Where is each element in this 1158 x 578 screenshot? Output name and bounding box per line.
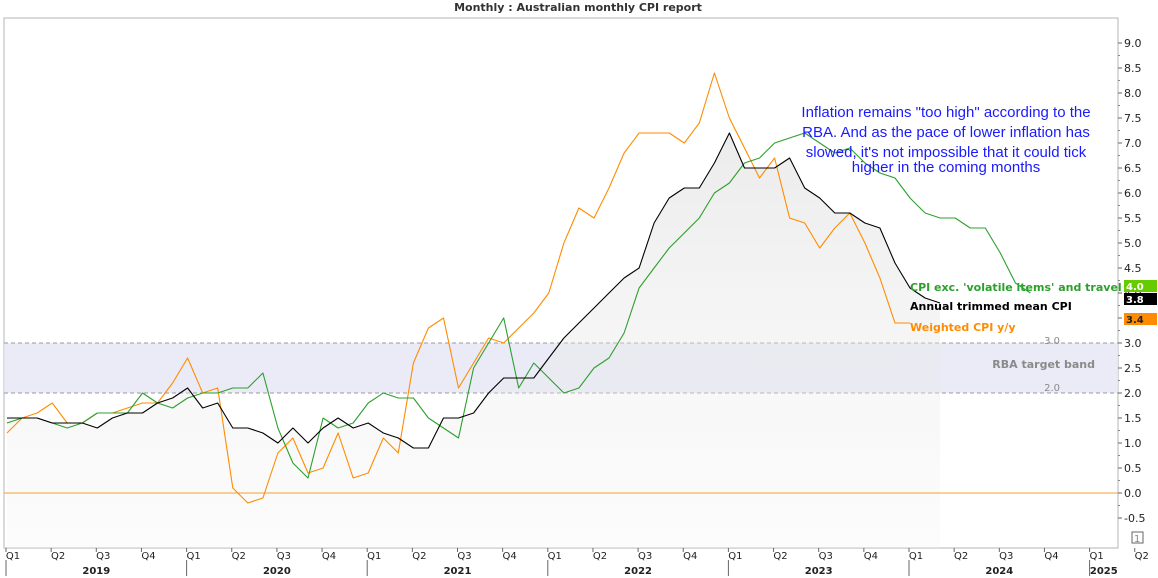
pane-number-text: 1 (1134, 534, 1140, 545)
x-quarter-label: Q2 (232, 551, 246, 562)
x-quarter-label: Q3 (457, 551, 471, 562)
x-quarter-label: Q3 (999, 551, 1013, 562)
x-quarter-label: Q1 (1089, 551, 1103, 562)
annotation-line-4: higher in the coming months (852, 159, 1040, 176)
x-quarter-label: Q2 (51, 551, 65, 562)
y-tick-label: 2.5 (1124, 362, 1142, 375)
y-tick-label: 5.5 (1124, 212, 1142, 225)
y-tick-label: -0.5 (1124, 512, 1145, 525)
value-badge-trimmed-mean (1124, 293, 1157, 305)
y-tick-label: 8.5 (1124, 62, 1142, 75)
y-tick-label: 0.0 (1124, 487, 1142, 500)
x-quarter-label: Q1 (367, 551, 381, 562)
x-quarter-label: Q1 (909, 551, 923, 562)
value-badge-cpi-ex-volatile-text: 4.0 (1126, 282, 1144, 293)
x-quarter-label: Q2 (593, 551, 607, 562)
y-tick-label: 6.0 (1124, 187, 1142, 200)
y-tick-label: 6.5 (1124, 162, 1142, 175)
y-tick-label: 0.5 (1124, 462, 1142, 475)
target-band-label: RBA target band (992, 358, 1095, 371)
target-band-high-label: 3.0 (1044, 336, 1060, 347)
y-tick-label: 2.0 (1124, 387, 1142, 400)
series-line-trimmed-mean (7, 132, 941, 449)
x-quarter-label: Q1 (728, 551, 742, 562)
x-year-label: 2025 (1090, 566, 1118, 577)
x-quarter-label: Q4 (141, 551, 155, 562)
target-band-low-label: 2.0 (1044, 383, 1060, 394)
series-label-cpi-ex-volatile: CPI exc. 'volatile items' and travel (910, 281, 1122, 294)
y-tick-label: 1.5 (1124, 412, 1142, 425)
x-quarter-label: Q3 (277, 551, 291, 562)
x-year-label: 2021 (444, 566, 472, 577)
x-quarter-label: Q4 (683, 551, 697, 562)
annotation-line-2: RBA. And as the pace of lower inflation … (802, 124, 1090, 141)
x-quarter-label: Q1 (6, 551, 20, 562)
series-line-cpi-ex-volatile (6, 132, 1031, 479)
x-year-label: 2024 (985, 566, 1013, 577)
y-tick-label: 4.5 (1124, 262, 1142, 275)
y-tick-label: 1.0 (1124, 437, 1142, 450)
y-tick-label: 7.5 (1124, 112, 1142, 125)
y-tick-label: 7.0 (1124, 137, 1142, 150)
x-quarter-label: Q2 (773, 551, 787, 562)
value-badge-weighted-cpi (1124, 313, 1157, 325)
y-tick-label: 9.0 (1124, 37, 1142, 50)
annotation-line-3: slowed, it's not impossible that it coul… (806, 144, 1087, 161)
x-quarter-label: Q2 (954, 551, 968, 562)
x-quarter-label: Q3 (638, 551, 652, 562)
series-label-weighted-cpi: Weighted CPI y/y (910, 321, 1016, 334)
x-quarter-label: Q4 (503, 551, 517, 562)
x-quarter-label: Q1 (548, 551, 562, 562)
x-quarter-label: Q3 (96, 551, 110, 562)
x-year-label: 2020 (263, 566, 291, 577)
chart-title: Monthly : Australian monthly CPI report (454, 1, 702, 14)
x-quarter-label: Q2 (412, 551, 426, 562)
annotation-line-1: Inflation remains "too high" according t… (801, 104, 1090, 121)
y-tick-label: 5.0 (1124, 237, 1142, 250)
trimmed-mean-area (7, 133, 941, 548)
x-quarter-label: Q4 (864, 551, 878, 562)
x-quarter-label: Q1 (186, 551, 200, 562)
x-year-label: 2022 (624, 566, 652, 577)
value-badge-weighted-cpi-text: 3.4 (1126, 315, 1144, 326)
series-label-trimmed-mean: Annual trimmed mean CPI (910, 300, 1072, 313)
x-year-label: 2019 (82, 566, 110, 577)
x-year-label: 2023 (805, 566, 833, 577)
y-tick-label: 8.0 (1124, 87, 1142, 100)
value-badge-trimmed-mean-text: 3.8 (1126, 295, 1144, 306)
x-quarter-label: Q2 (1135, 551, 1149, 562)
x-quarter-label: Q4 (1044, 551, 1058, 562)
pane-number-box (1131, 531, 1144, 544)
value-badge-cpi-ex-volatile (1124, 280, 1157, 292)
x-quarter-label: Q3 (819, 551, 833, 562)
x-quarter-label: Q4 (322, 551, 336, 562)
y-tick-label: 3.0 (1124, 337, 1142, 350)
